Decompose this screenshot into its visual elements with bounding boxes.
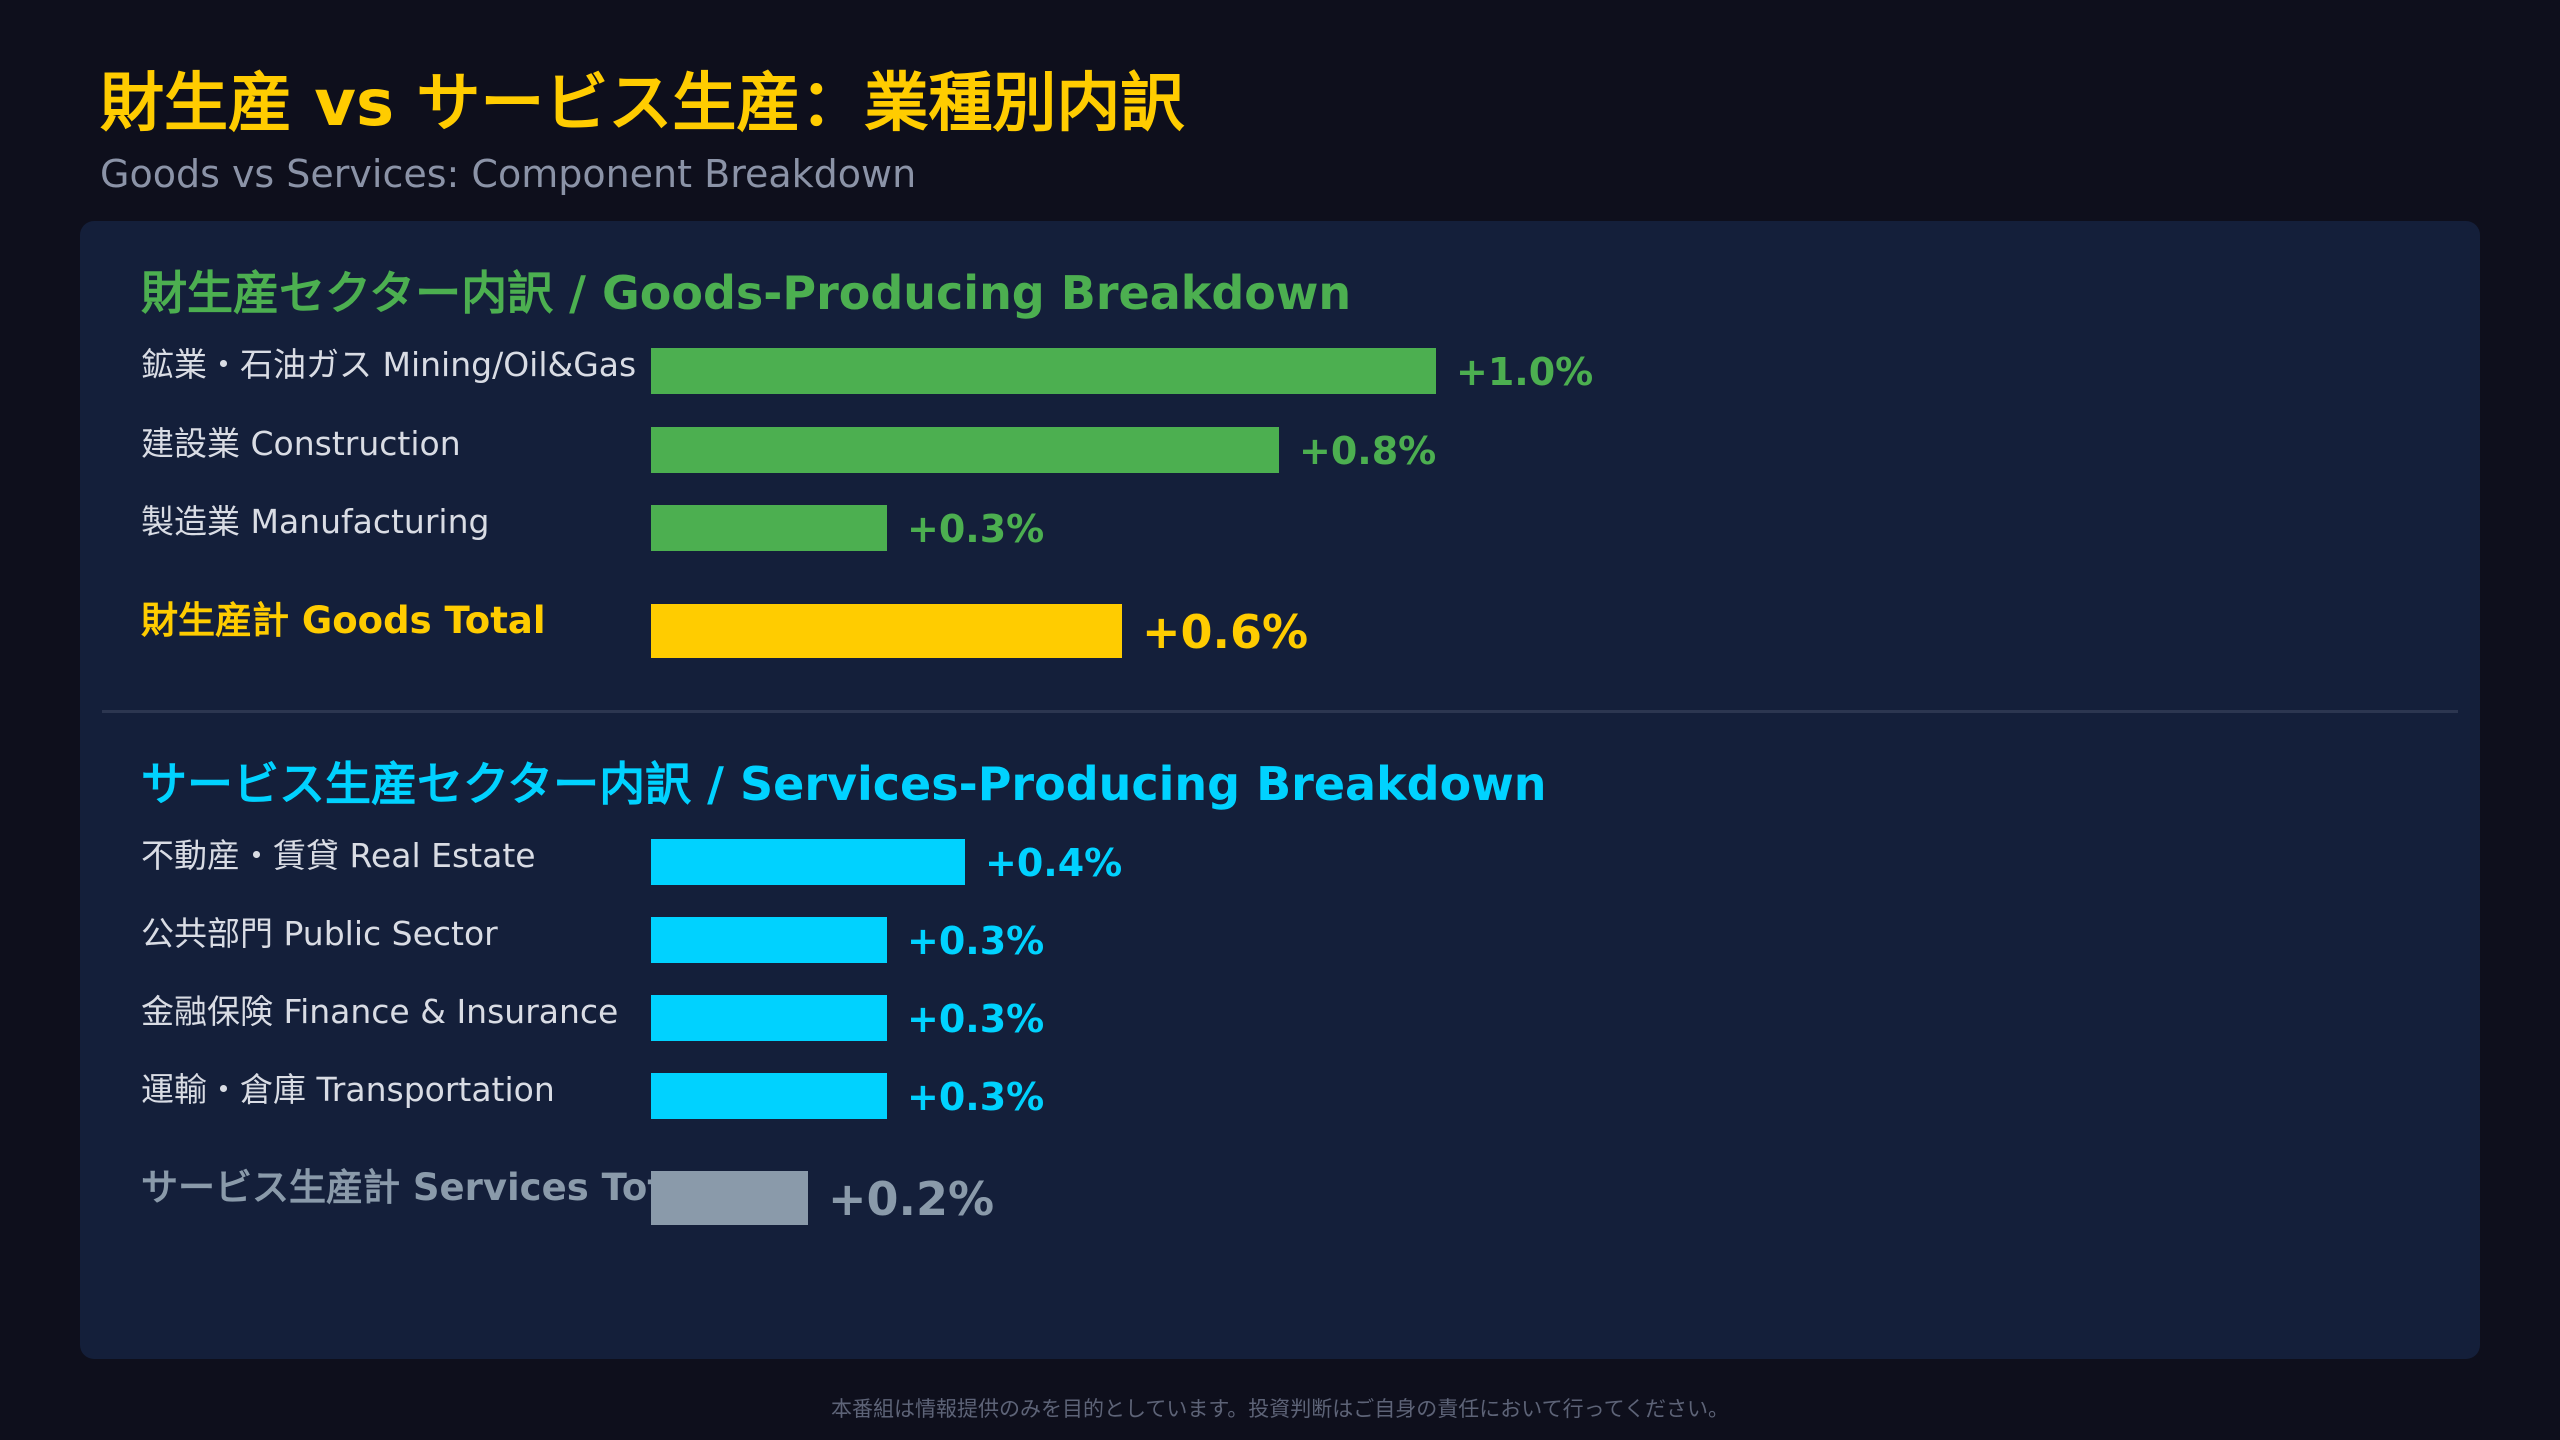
row-label: 鉱業・石油ガス Mining/Oil&Gas <box>141 345 637 384</box>
total-label: 財生産計 Goods Total <box>141 599 546 642</box>
value-label: +0.8% <box>1299 429 1437 473</box>
disclaimer: 本番組は情報提供のみを目的としています。投資判断はご自身の責任において行ってくだ… <box>831 1397 1729 1421</box>
page-subtitle: Goods vs Services: Component Breakdown <box>100 152 917 196</box>
bar <box>651 1073 887 1119</box>
total-value-label: +0.2% <box>828 1172 995 1226</box>
section-divider <box>102 710 2458 713</box>
bar <box>651 995 887 1041</box>
row-label: 製造業 Manufacturing <box>141 502 490 541</box>
value-label: +1.0% <box>1456 350 1594 394</box>
goods-section-title: 財生産セクター内訳 / Goods-Producing Breakdown <box>141 266 1352 320</box>
row-label: 建設業 Construction <box>141 424 461 463</box>
total-bar <box>651 1171 808 1225</box>
row-label: 公共部門 Public Sector <box>141 914 498 953</box>
total-bar <box>651 604 1122 658</box>
value-label: +0.4% <box>985 841 1123 885</box>
bar <box>651 427 1279 473</box>
bar <box>651 839 965 885</box>
value-label: +0.3% <box>907 919 1045 963</box>
total-value-label: +0.6% <box>1142 605 1309 659</box>
bar <box>651 348 1436 394</box>
services-section-title: サービス生産セクター内訳 / Services-Producing Breakd… <box>141 757 1547 811</box>
row-label: 運輸・倉庫 Transportation <box>141 1070 555 1109</box>
bar <box>651 917 887 963</box>
row-label: 金融保険 Finance & Insurance <box>141 992 619 1031</box>
total-label: サービス生産計 Services Total <box>141 1166 703 1209</box>
page-title: 財生産 vs サービス生産：業種別内訳 <box>100 67 1185 141</box>
value-label: +0.3% <box>907 997 1045 1041</box>
row-label: 不動産・賃貸 Real Estate <box>141 836 536 875</box>
value-label: +0.3% <box>907 507 1045 551</box>
bar <box>651 505 887 551</box>
chart-panel <box>80 221 2480 1359</box>
value-label: +0.3% <box>907 1075 1045 1119</box>
